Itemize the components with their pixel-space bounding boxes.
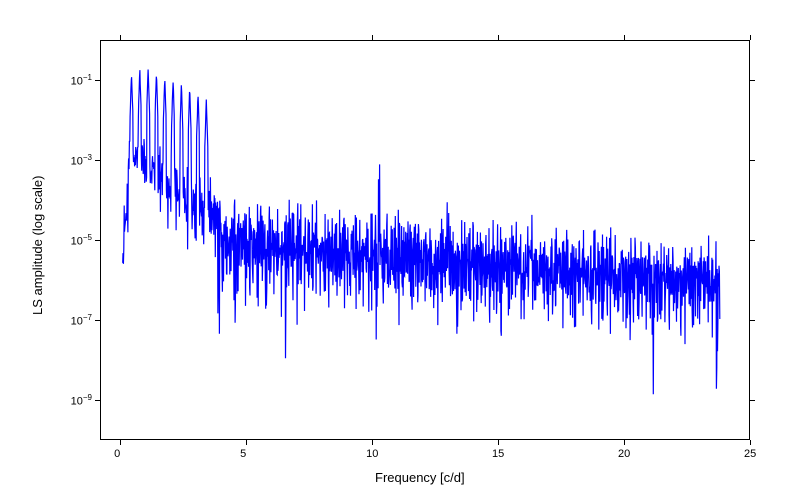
y-tick-mark — [95, 320, 100, 321]
y-tick-mark — [95, 80, 100, 81]
y-tick-mark — [95, 400, 100, 401]
x-tick-label: 0 — [114, 448, 120, 460]
periodogram-line — [0, 0, 800, 500]
x-tick-mark — [246, 440, 247, 445]
y-tick-mark — [750, 240, 755, 241]
x-tick-mark — [120, 440, 121, 445]
x-tick-mark — [750, 35, 751, 40]
y-tick-mark — [95, 240, 100, 241]
y-tick-mark — [95, 160, 100, 161]
y-tick-mark — [750, 80, 755, 81]
x-tick-label: 25 — [744, 448, 756, 460]
x-tick-mark — [372, 440, 373, 445]
x-tick-mark — [372, 35, 373, 40]
y-tick-mark — [750, 400, 755, 401]
x-tick-mark — [624, 35, 625, 40]
x-tick-label: 10 — [366, 448, 378, 460]
x-tick-label: 15 — [492, 448, 504, 460]
y-tick-label: 10−5 — [71, 233, 92, 248]
x-tick-mark — [498, 440, 499, 445]
y-tick-mark — [750, 320, 755, 321]
y-tick-label: 10−3 — [71, 153, 92, 168]
x-tick-mark — [498, 35, 499, 40]
x-tick-label: 5 — [240, 448, 246, 460]
y-tick-label: 10−9 — [71, 393, 92, 408]
x-tick-mark — [624, 440, 625, 445]
x-tick-mark — [120, 35, 121, 40]
x-tick-mark — [246, 35, 247, 40]
x-tick-label: 20 — [618, 448, 630, 460]
y-tick-label: 10−7 — [71, 313, 92, 328]
y-tick-label: 10−1 — [71, 73, 92, 88]
x-tick-mark — [750, 440, 751, 445]
y-tick-mark — [750, 160, 755, 161]
